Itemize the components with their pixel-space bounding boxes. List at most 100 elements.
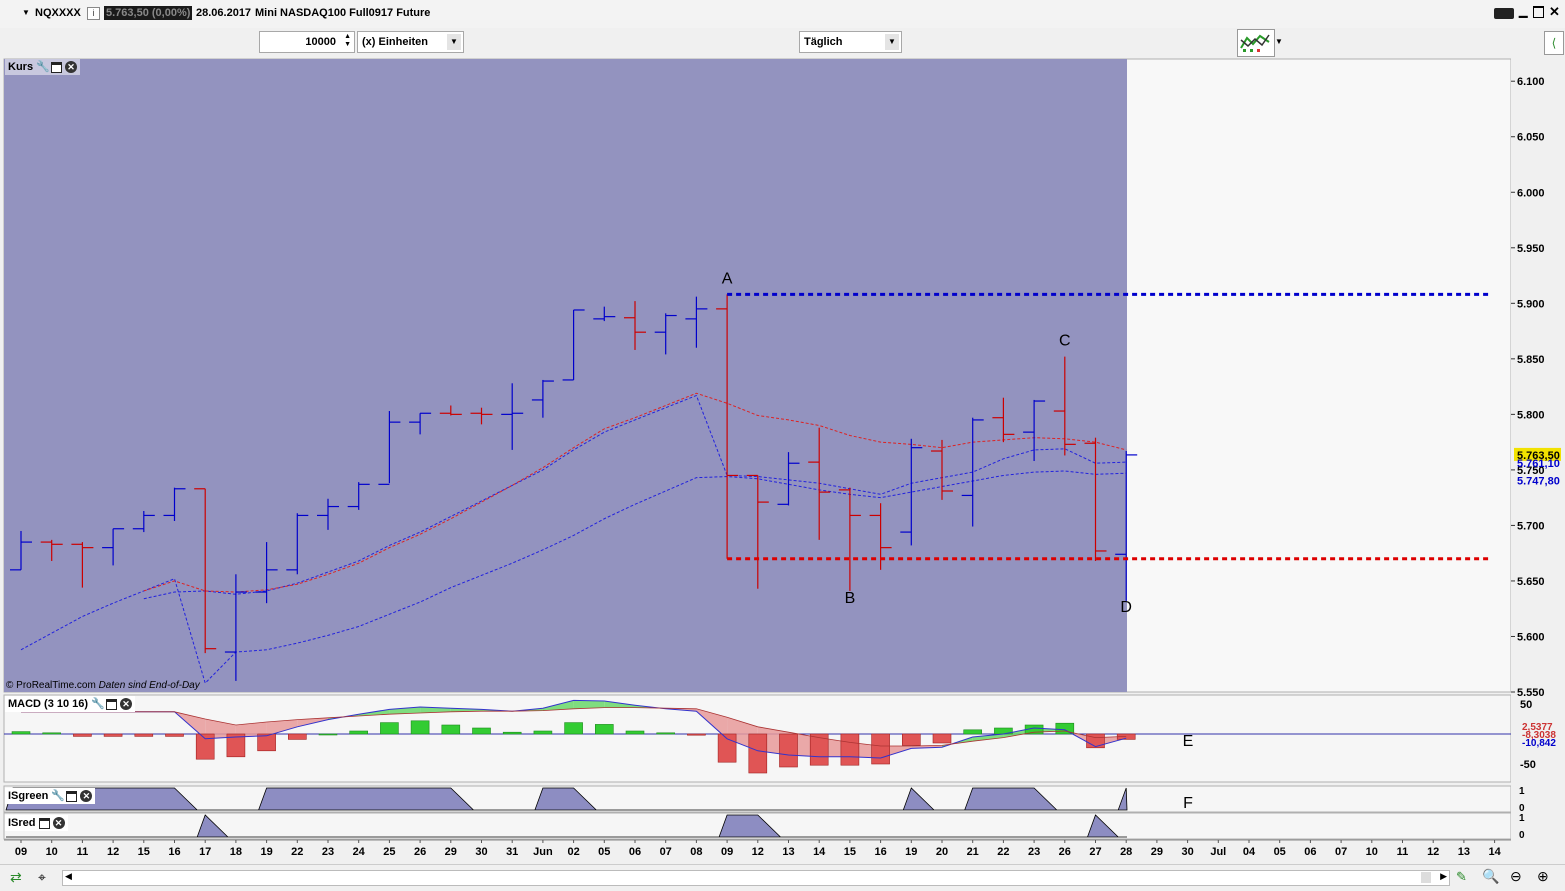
- pencil-icon[interactable]: ✎: [1456, 869, 1467, 884]
- close-panel-icon[interactable]: ✕: [80, 790, 93, 802]
- y-tick-label: 5.950: [1517, 243, 1545, 255]
- ohlc-bar: [777, 452, 800, 506]
- ohlc-bar: [194, 488, 217, 654]
- x-tick-label: 17: [199, 846, 211, 858]
- price-panel-title: Kurs: [8, 61, 34, 73]
- close-icon[interactable]: ✕: [1549, 4, 1560, 19]
- x-tick-label: 26: [414, 846, 426, 858]
- scroll-thumb[interactable]: [1421, 872, 1431, 883]
- isgreen-panel-header: ISgreen 🔧 ✕: [5, 788, 96, 804]
- x-tick-label: 20: [936, 846, 948, 858]
- units-select[interactable]: (x) Einheiten ▼: [357, 31, 464, 53]
- quantity-value: 10000: [305, 36, 336, 48]
- zoom-in-icon[interactable]: ⊕: [1537, 868, 1549, 884]
- ohlc-bar: [317, 498, 339, 530]
- indicator-dropdown-icon[interactable]: ▼: [1275, 37, 1283, 46]
- x-tick-label: 12: [107, 846, 119, 858]
- scroll-left-icon[interactable]: ◀: [65, 871, 72, 881]
- chevron-down-icon[interactable]: ▼: [885, 34, 899, 50]
- y-tick-label: 5.850: [1517, 354, 1545, 366]
- macd-histogram-bar: [380, 722, 399, 735]
- ohlc-bar: [10, 530, 32, 571]
- macd-y-tick-label: -50: [1520, 759, 1536, 771]
- macd-histogram-bar: [840, 733, 860, 766]
- ohlc-bar: [132, 510, 155, 533]
- y-tick-label: 5.750: [1517, 465, 1545, 477]
- macd-histogram-bar: [564, 722, 583, 735]
- indicator-chart-icon[interactable]: [1237, 29, 1275, 57]
- zoom-fit-icon[interactable]: 🔍: [1482, 868, 1500, 884]
- symbol-name[interactable]: NQXXXX: [35, 7, 81, 19]
- window-icon[interactable]: [51, 61, 63, 73]
- window-icon[interactable]: [38, 817, 50, 829]
- y-tick-label: 5.650: [1517, 576, 1545, 588]
- x-tick-label: 25: [383, 846, 395, 858]
- ohlc-bar: [439, 405, 462, 416]
- instrument-name: Mini NASDAQ100 Full0917 Future: [255, 7, 431, 19]
- macd-histogram-bar: [901, 733, 921, 746]
- macd-signal-fill: [573, 700, 605, 709]
- x-tick-label: 10: [46, 846, 58, 858]
- x-tick-label: 11: [1397, 846, 1409, 858]
- isgreen-panel-title: ISgreen: [8, 790, 49, 802]
- maximize-icon[interactable]: [1533, 6, 1544, 18]
- isgreen-plot-bg: [3, 785, 1512, 813]
- chevron-down-icon[interactable]: ▼: [447, 34, 461, 50]
- ohlc-bar: [685, 296, 708, 348]
- info-icon[interactable]: i: [87, 7, 100, 20]
- x-tick-label: 27: [1089, 846, 1101, 858]
- ohlc-bar: [470, 407, 493, 425]
- keyboard-icon[interactable]: [1494, 8, 1514, 19]
- ohlc-bar: [961, 417, 984, 527]
- wrench-icon[interactable]: 🔧: [51, 790, 66, 802]
- cursor-icon[interactable]: ⌖: [38, 869, 46, 885]
- x-tick-label: 06: [629, 846, 641, 858]
- scroll-right-icon[interactable]: ▶: [1440, 871, 1447, 881]
- y-axis-bg: [1511, 58, 1565, 864]
- ohlc-bar: [531, 379, 554, 418]
- quantity-stepper-icon[interactable]: ▲ ▼: [344, 33, 351, 48]
- ohlc-bar: [1115, 451, 1138, 601]
- macd-histogram-bar: [748, 733, 768, 774]
- macd-histogram-bar: [779, 733, 798, 768]
- macd-histogram-bar: [410, 720, 430, 735]
- ohlc-bar: [255, 542, 278, 604]
- close-panel-icon[interactable]: ✕: [52, 817, 65, 829]
- price-box: 5.763,50 (0,00%): [104, 6, 193, 20]
- title-bar: ▼ NQXXXX i 5.763,50 (0,00%) 28.06.2017 M…: [0, 0, 1565, 29]
- indicator-y-tick-label: 1: [1519, 813, 1525, 824]
- macd-signal-fill: [604, 701, 635, 708]
- x-tick-label: 08: [690, 846, 702, 858]
- navigate-icon[interactable]: ⇄: [10, 869, 22, 885]
- annotation-label: C: [1059, 333, 1071, 350]
- macd-panel-title: MACD (3 10 16): [8, 698, 89, 710]
- macd-histogram-bar: [165, 733, 184, 737]
- ohlc-bar: [624, 301, 646, 350]
- window-icon[interactable]: [106, 698, 118, 710]
- side-panel-toggle-icon[interactable]: ⟨: [1544, 31, 1564, 55]
- macd-panel-header: MACD (3 10 16) 🔧 ✕: [5, 696, 136, 712]
- time-scrollbar[interactable]: ◀ ▶: [62, 870, 1450, 886]
- wrench-icon[interactable]: 🔧: [36, 61, 50, 73]
- ohlc-bar: [71, 542, 94, 588]
- quantity-input[interactable]: 10000 ▲ ▼: [259, 31, 355, 53]
- wrench-icon[interactable]: 🔧: [91, 698, 105, 710]
- period-select[interactable]: Täglich ▼: [799, 31, 902, 53]
- x-tick-label: 16: [874, 846, 886, 858]
- symbol-dropdown-icon[interactable]: ▼: [22, 8, 30, 17]
- window-icon[interactable]: [66, 790, 78, 802]
- chart-area[interactable]: A B C D E F 6.100 6.050 6.000 5.950 5.900 5.850 5…: [0, 58, 1565, 864]
- indicator-chart-glyph: [1240, 32, 1270, 52]
- y-tick-label: 5.550: [1517, 687, 1545, 699]
- macd-histogram-bar: [73, 733, 92, 737]
- close-panel-icon[interactable]: ✕: [120, 698, 133, 710]
- close-panel-icon[interactable]: ✕: [65, 61, 78, 73]
- macd-histogram-bar: [42, 732, 62, 735]
- last-price-box: [1514, 447, 1561, 461]
- zoom-out-icon[interactable]: ⊖: [1510, 868, 1522, 884]
- ohlc-bar: [286, 513, 309, 575]
- minimize-icon[interactable]: ▁: [1519, 6, 1528, 18]
- ohlc-bar: [838, 487, 861, 591]
- macd-histogram-bar: [287, 733, 307, 740]
- annotation-label: F: [1183, 795, 1193, 812]
